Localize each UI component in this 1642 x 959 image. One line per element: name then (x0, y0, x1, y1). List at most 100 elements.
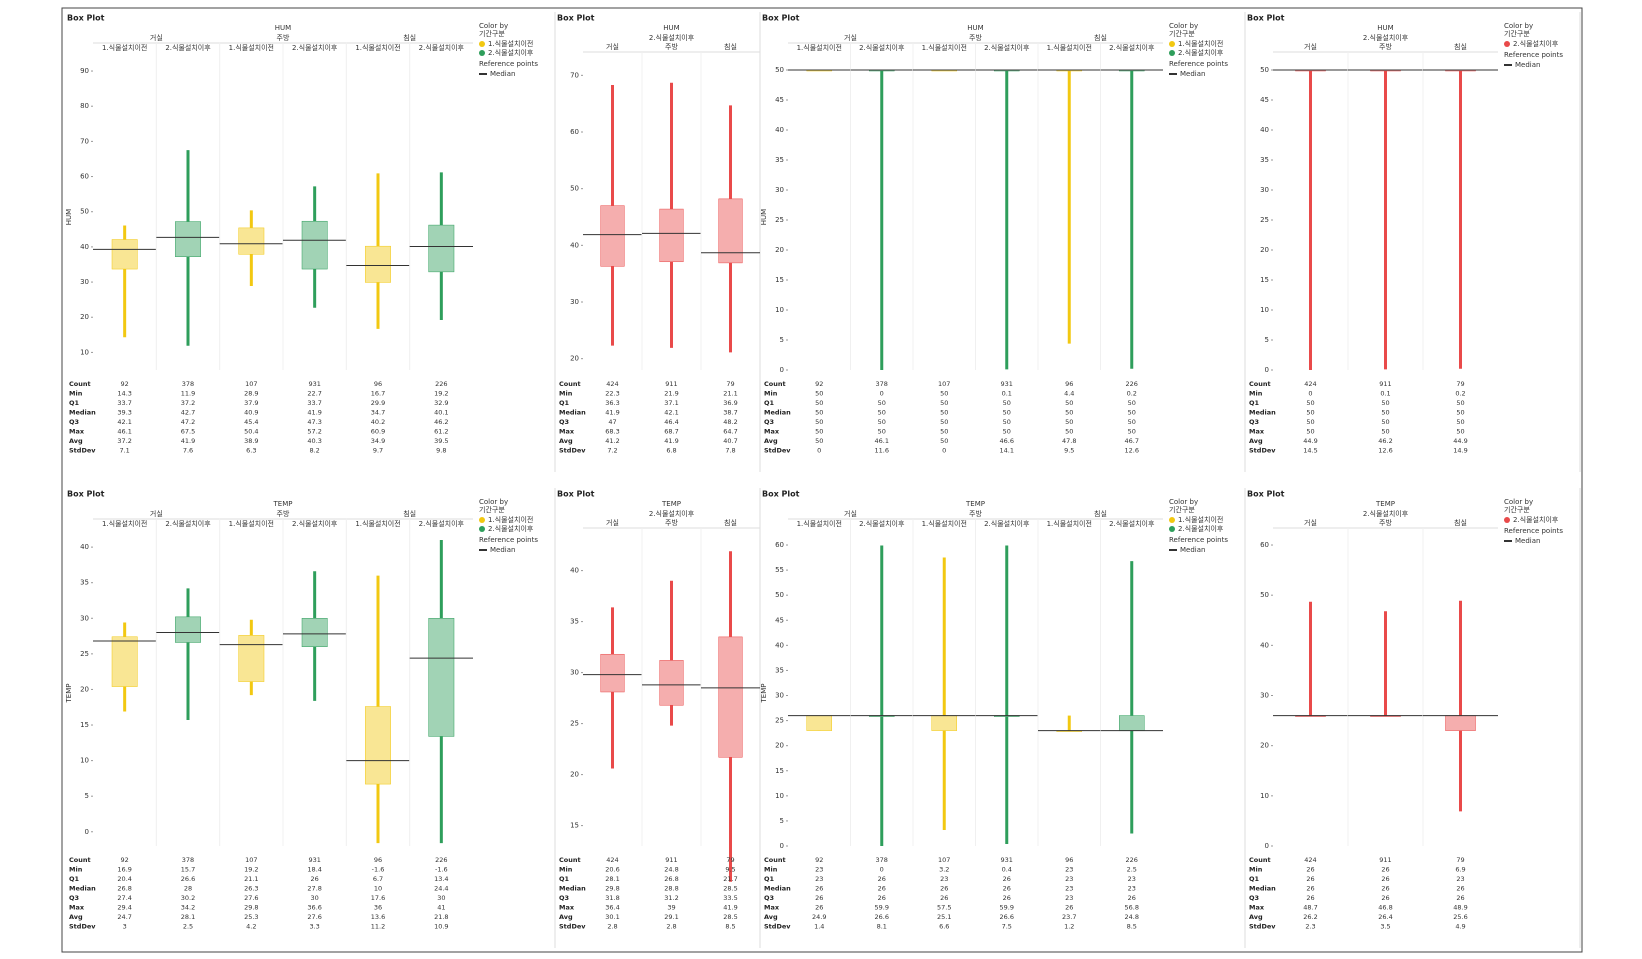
stat-label: Median (764, 409, 791, 417)
stat-value: 6.3 (246, 447, 256, 455)
y-tick-label: 50 (775, 591, 784, 599)
stat-value: 11.9 (181, 390, 195, 398)
stat-value: 50 (815, 428, 823, 436)
subgroup-label: 1.식물설치이전 (797, 43, 842, 52)
header: TEMP (1375, 500, 1395, 508)
y-tick-label: 25 (775, 717, 784, 725)
stat-value: 24.4 (434, 885, 448, 893)
stat-value: 67.5 (181, 428, 195, 436)
legend-ref-item: Median (490, 546, 515, 554)
y-tick-label: 45 (775, 96, 784, 104)
stat-value: 30.2 (181, 894, 195, 902)
group-label: 거실 (606, 42, 619, 51)
stat-value: 68.7 (664, 428, 678, 436)
subgroup-label: 2.식물설치이후 (984, 519, 1030, 528)
legend-ref-item: Median (1515, 61, 1540, 69)
stat-value: 2.5 (1127, 866, 1137, 874)
stat-value: 50 (1456, 399, 1464, 407)
stat-value: 21.1 (244, 875, 258, 883)
group-label: 침실 (1094, 509, 1107, 518)
y-tick-label: 20 (1260, 742, 1269, 750)
filter-label: 2.식물설치이후 (1363, 509, 1409, 518)
stat-value: 17.6 (371, 894, 385, 902)
subgroup-label: 1.식물설치이전 (229, 43, 274, 52)
legend-swatch (1504, 41, 1510, 47)
stat-label: Avg (1249, 437, 1263, 445)
stat-value: 23 (1128, 875, 1136, 883)
stat-label: StdDev (1249, 923, 1276, 931)
stat-value: 23 (1065, 894, 1073, 902)
stat-label: Avg (69, 437, 83, 445)
y-tick-label: 45 (1260, 96, 1269, 104)
y-tick-label: 50 (570, 185, 579, 193)
stat-value: 50 (1306, 418, 1314, 426)
y-tick-label: 10 (775, 306, 784, 314)
header: TEMP (661, 500, 681, 508)
stat-value: 27.8 (307, 885, 321, 893)
box (365, 245, 391, 283)
stat-label: Avg (764, 437, 778, 445)
legend-title: Color by (479, 22, 508, 30)
header: HUM (1377, 24, 1393, 32)
subgroup-label: 2.식물설치이후 (292, 519, 338, 528)
y-tick-label: 50 (1260, 591, 1269, 599)
stat-value: 39.5 (434, 437, 448, 445)
group-label: 주방 (1379, 518, 1392, 527)
box (1119, 715, 1145, 731)
stat-value: 2.8 (607, 923, 617, 931)
box (111, 239, 138, 270)
stat-value: 50 (1128, 409, 1136, 417)
stat-value: 424 (1304, 856, 1316, 864)
y-tick-label: 5 (85, 792, 89, 800)
stat-value: 50 (1381, 409, 1389, 417)
stat-value: 31.2 (664, 894, 678, 902)
stat-value: 9.7 (373, 447, 383, 455)
subgroup-label: 1.식물설치이전 (1047, 519, 1092, 528)
legend-swatch (1169, 517, 1175, 523)
stat-value: 29.8 (244, 904, 258, 912)
stat-label: Max (764, 428, 780, 436)
stat-value: 48.7 (1303, 904, 1317, 912)
stat-label: Median (559, 885, 586, 893)
stat-value: 92 (815, 380, 823, 388)
stat-value: 26.2 (1303, 913, 1317, 921)
stat-label: Min (764, 866, 778, 874)
stat-value: 21.1 (723, 390, 737, 398)
stat-value: 46.7 (1125, 437, 1139, 445)
stat-value: 47.8 (1062, 437, 1076, 445)
stat-value: 23 (815, 875, 823, 883)
box (365, 706, 391, 785)
stat-value: 107 (938, 856, 950, 864)
stat-value: 27.6 (244, 894, 258, 902)
panel-title: Box Plot (762, 14, 800, 23)
stat-value: 33.7 (117, 399, 131, 407)
y-tick-label: 5 (780, 336, 784, 344)
stat-value: 26 (1003, 875, 1011, 883)
stat-value: 378 (182, 856, 194, 864)
stat-label: StdDev (559, 923, 586, 931)
stat-value: 92 (815, 856, 823, 864)
panel-title: Box Plot (762, 490, 800, 499)
stat-value: 30 (311, 894, 319, 902)
stat-value: 8.1 (877, 923, 887, 931)
y-tick-label: 60 (775, 541, 784, 549)
y-tick-label: 20 (775, 742, 784, 750)
stat-value: 26 (1381, 866, 1389, 874)
stat-value: 0.4 (1002, 866, 1012, 874)
subgroup-label: 2.식물설치이후 (419, 43, 465, 52)
stat-value: 0 (880, 866, 884, 874)
subgroup-label: 2.식물설치이후 (419, 519, 465, 528)
y-tick-label: 25 (775, 216, 784, 224)
stat-value: 0.1 (1380, 390, 1390, 398)
y-tick-label: 40 (80, 543, 89, 551)
stat-value: 50 (1381, 418, 1389, 426)
stat-value: 378 (182, 380, 194, 388)
y-tick-label: 30 (1260, 186, 1269, 194)
filter-label: 2.식물설치이후 (649, 33, 695, 42)
stat-value: 6.6 (939, 923, 949, 931)
stat-value: 38.9 (244, 437, 258, 445)
stat-value: 41.9 (307, 409, 321, 417)
legend-swatch (1169, 50, 1175, 56)
y-tick-label: 50 (775, 66, 784, 74)
stat-value: 6.8 (666, 447, 676, 455)
